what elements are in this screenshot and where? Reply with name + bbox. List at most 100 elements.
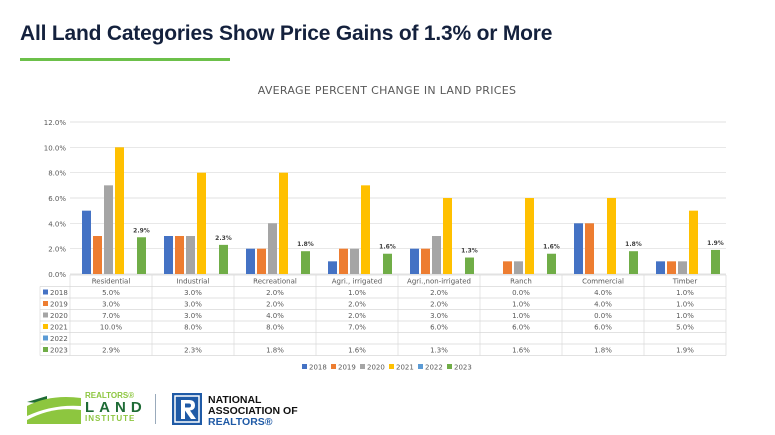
rli-line3: INSTITUTE bbox=[85, 414, 136, 423]
category-label: Commercial bbox=[582, 278, 624, 286]
table-cell: 1.3% bbox=[430, 347, 448, 355]
category-label: Timber bbox=[672, 278, 698, 286]
bar-2020 bbox=[268, 223, 277, 274]
nar-logo-mark bbox=[172, 393, 202, 425]
table-cell: 2.0% bbox=[430, 289, 448, 297]
data-label: 2.9% bbox=[133, 227, 150, 234]
table-cell: 4.0% bbox=[266, 312, 284, 320]
bar-2018 bbox=[574, 223, 583, 274]
bar-2023 bbox=[219, 244, 228, 274]
slide-title: All Land Categories Show Price Gains of … bbox=[20, 22, 553, 45]
y-tick-label: 12.0% bbox=[44, 119, 67, 127]
chart-title: AVERAGE PERCENT CHANGE IN LAND PRICES bbox=[258, 84, 517, 97]
bar-2018 bbox=[656, 261, 665, 274]
bar-2019 bbox=[93, 236, 102, 274]
bar-2018 bbox=[246, 248, 255, 274]
table-cell: 5.0% bbox=[102, 289, 120, 297]
bar-2023 bbox=[137, 237, 146, 274]
bar-2021 bbox=[689, 210, 698, 274]
table-cell: 1.0% bbox=[676, 312, 694, 320]
rli-logo-mark bbox=[27, 396, 81, 424]
bar-2021 bbox=[443, 198, 452, 274]
legend-key-2019 bbox=[43, 301, 48, 306]
table-cell: 2.0% bbox=[348, 301, 366, 309]
table-cell: 7.0% bbox=[348, 324, 366, 332]
table-row-label: 2019 bbox=[50, 301, 68, 309]
y-tick-label: 6.0% bbox=[48, 195, 66, 203]
bar-2023 bbox=[301, 251, 310, 274]
table-cell: 2.9% bbox=[102, 347, 120, 355]
table-cell: 4.0% bbox=[594, 301, 612, 309]
y-tick-label: 8.0% bbox=[48, 170, 66, 178]
bar-2021 bbox=[279, 172, 288, 274]
y-tick-label: 4.0% bbox=[48, 220, 66, 228]
table-row-label: 2022 bbox=[50, 335, 68, 343]
table-cell: 2.3% bbox=[184, 347, 202, 355]
table-cell: 3.0% bbox=[184, 301, 202, 309]
data-label: 2.3% bbox=[215, 235, 232, 242]
legend-swatch-2022 bbox=[418, 364, 423, 369]
bar-2023 bbox=[711, 249, 720, 274]
nar-line3: REALTORS® bbox=[208, 416, 273, 428]
bar-2019 bbox=[503, 261, 512, 274]
title-underline bbox=[20, 58, 230, 61]
bar-2020 bbox=[514, 261, 523, 274]
rli-line2: LAND bbox=[85, 399, 147, 416]
bar-2019 bbox=[175, 236, 184, 274]
table-row-label: 2021 bbox=[50, 324, 68, 332]
bar-2019 bbox=[421, 248, 430, 274]
bar-2021 bbox=[525, 198, 534, 274]
bar-2023 bbox=[629, 251, 638, 274]
table-cell: 0.0% bbox=[512, 289, 530, 297]
table-cell: 1.9% bbox=[676, 347, 694, 355]
bar-2020 bbox=[678, 261, 687, 274]
bar-2018 bbox=[410, 248, 419, 274]
table-cell: 1.0% bbox=[348, 289, 366, 297]
table-row-label: 2023 bbox=[50, 347, 68, 355]
table-cell: 6.0% bbox=[512, 324, 530, 332]
table-cell: 7.0% bbox=[102, 312, 120, 320]
bar-2021 bbox=[197, 172, 206, 274]
category-label: Agri., irrigated bbox=[332, 278, 382, 286]
legend-key-2018 bbox=[43, 289, 48, 295]
bar-2019 bbox=[667, 261, 676, 274]
data-label: 1.8% bbox=[297, 241, 314, 248]
legend-swatch-2018 bbox=[302, 364, 307, 369]
legend-swatch-2020 bbox=[360, 364, 365, 369]
y-tick-label: 2.0% bbox=[48, 246, 66, 254]
data-label: 1.9% bbox=[707, 240, 724, 247]
legend-label: 2020 bbox=[367, 364, 385, 372]
legend-label: 2023 bbox=[454, 364, 472, 372]
table-cell: 8.0% bbox=[184, 324, 202, 332]
data-label: 1.6% bbox=[543, 244, 560, 251]
table-cell: 1.0% bbox=[676, 301, 694, 309]
legend-label: 2018 bbox=[309, 364, 327, 372]
bar-chart: AVERAGE PERCENT CHANGE IN LAND PRICES 0.0… bbox=[39, 84, 727, 372]
bar-2018 bbox=[164, 236, 173, 274]
legend-swatch-2021 bbox=[389, 364, 394, 369]
bar-2021 bbox=[361, 185, 370, 274]
table-cell: 0.0% bbox=[594, 312, 612, 320]
legend-key-2020 bbox=[43, 312, 48, 318]
rli-line1: REALTORS® bbox=[85, 391, 135, 400]
category-label: Recreational bbox=[253, 278, 297, 286]
bar-2023 bbox=[465, 257, 474, 274]
bar-2021 bbox=[607, 198, 616, 274]
table-cell: 5.0% bbox=[676, 324, 694, 332]
category-label: Residential bbox=[92, 278, 131, 286]
bar-2019 bbox=[585, 223, 594, 274]
bar-2020 bbox=[432, 236, 441, 274]
table-cell: 4.0% bbox=[594, 289, 612, 297]
bar-2018 bbox=[82, 210, 91, 274]
legend-key-2023 bbox=[43, 347, 48, 352]
table-cell: 3.0% bbox=[184, 289, 202, 297]
table-cell: 2.0% bbox=[266, 289, 284, 297]
legend-label: 2021 bbox=[396, 364, 414, 372]
table-cell: 2.0% bbox=[266, 301, 284, 309]
legend-swatch-2023 bbox=[447, 364, 452, 369]
nar-line2: ASSOCIATION OF bbox=[208, 405, 298, 417]
legend-label: 2022 bbox=[425, 364, 443, 372]
data-label: 1.3% bbox=[461, 248, 478, 255]
category-label: Agri.,non-irrigated bbox=[407, 278, 471, 286]
table-cell: 2.0% bbox=[430, 301, 448, 309]
